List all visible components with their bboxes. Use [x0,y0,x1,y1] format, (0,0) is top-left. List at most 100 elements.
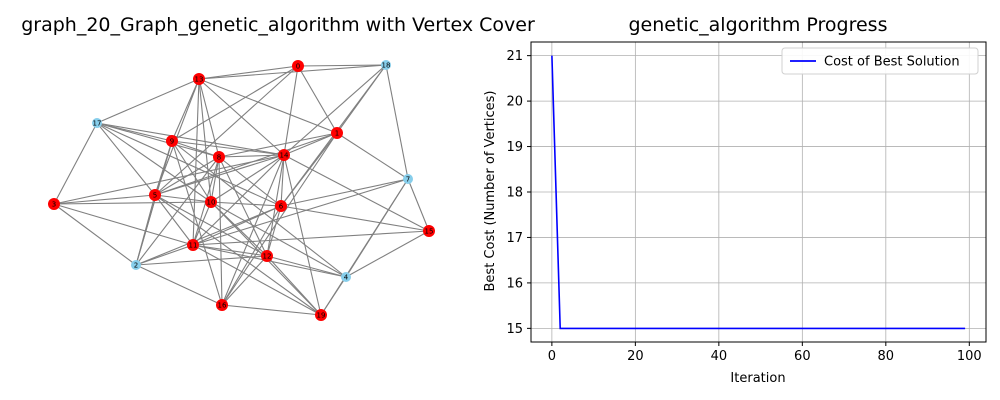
graph-edge-5-10 [154,194,212,203]
graph-edge-2-16 [135,264,223,306]
x-tick-label: 0 [548,349,556,364]
graph-edge-9-4 [171,140,347,278]
x-axis-label: Iteration [730,371,785,386]
y-tick-label: 15 [506,322,523,337]
graph-edge-1-7 [336,132,409,180]
graph-node-label: 10 [207,199,216,207]
graph-edge-0-18 [297,64,387,67]
x-tick-label: 100 [957,349,982,364]
graph-node-8: 8 [213,151,225,163]
graph-edge-0-5 [154,65,299,196]
y-tick-label: 18 [506,186,523,201]
graph-node-marker [315,309,327,321]
graph-edge-11-2 [135,244,194,266]
x-tick-label: 20 [627,349,644,364]
x-tick-label: 40 [711,349,728,364]
legend-box [781,47,979,75]
graph-node-label: 19 [317,312,326,320]
graph-edge-14-6 [280,154,285,207]
graph-node-label: 14 [280,152,289,160]
graph-edges [53,64,430,316]
graph-node-15: 15 [423,225,435,237]
graph-edge-14-15 [283,154,430,232]
graph-edge-5-11 [154,194,194,246]
graph-edge-1-14 [283,132,338,156]
y-tick-label: 20 [506,95,523,110]
x-tick-label: 80 [878,349,895,364]
y-tick-label: 16 [506,276,523,291]
graph-node-7: 7 [403,174,413,184]
graph-node-marker [403,174,413,184]
graph-edge-13-14 [198,78,285,156]
y-tick-label: 17 [506,231,523,246]
graph-node-12: 12 [261,250,273,262]
graph-edge-14-11 [192,154,285,246]
graph-edge-6-2 [135,205,282,266]
graph-edge-0-9 [171,65,299,142]
graph-edge-4-19 [320,276,347,316]
graph-node-9: 9 [166,135,178,147]
y-axis-ticks: 15 16 17 18 19 20 21 [506,49,531,337]
graph-node-13: 13 [193,73,205,85]
graph-edge-3-5 [53,194,156,205]
graph-edge-13-0 [198,65,299,80]
graph-edge-0-14 [283,65,299,156]
graph-edge-3-10 [53,201,212,205]
graph-node-2: 2 [131,260,141,270]
graph-edge-13-10 [198,78,212,203]
graph-node-17: 17 [92,118,102,128]
graph-node-label: 12 [263,253,272,261]
graph-node-label: 18 [382,62,391,70]
graph-edge-13-18 [198,64,387,80]
graph-node-label: 15 [425,228,434,236]
graph-edge-17-3 [53,122,98,205]
graph-edge-7-11 [192,178,409,246]
graph-node-marker [193,73,205,85]
graph-edge-12-19 [266,255,322,316]
graph-edge-9-14 [171,140,285,156]
graph-edge-14-19 [283,154,322,316]
graph-edge-14-10 [210,154,285,203]
graph-node-4: 4 [341,272,351,282]
graph-edge-14-5 [154,154,285,196]
graph-edge-14-16 [221,154,285,306]
graph-node-label: 13 [195,76,204,84]
graph-node-label: 0 [296,63,300,71]
graph-edge-6-12 [266,205,282,257]
graph-node-19: 19 [315,309,327,321]
graph-edge-3-11 [53,203,194,246]
graph-edge-0-1 [297,65,338,134]
graph-edge-17-8 [96,122,220,158]
graph-edge-7-6 [280,178,409,207]
graph-node-label: 2 [134,262,138,270]
graph-node-label: 7 [406,176,410,184]
graph-node-3: 3 [48,198,60,210]
graph-edge-12-4 [266,255,347,278]
graph-edge-9-16 [171,140,223,306]
graph-edge-5-12 [154,194,268,257]
graph-edge-10-6 [210,201,282,207]
y-tick-label: 19 [506,140,523,155]
graph-edge-8-10 [210,156,220,203]
graph-node-label: 4 [344,274,349,282]
graph-edge-17-6 [96,122,282,207]
graph-node-marker [278,149,290,161]
graph-edge-13-8 [198,78,220,158]
graph-edge-15-4 [345,230,430,278]
line-chart: genetic_algorithm Progress 0 20 40 60 80 100 … [483,14,987,386]
graph-title: graph_20_Graph_genetic_algorithm with Ve… [21,14,535,36]
graph-node-18: 18 [381,60,391,70]
graph-edge-10-11 [192,201,212,246]
x-tick-label: 60 [794,349,811,364]
x-axis-ticks: 0 20 40 60 80 100 [548,342,982,364]
graph-edge-17-5 [96,122,156,196]
graph-panel: graph_20_Graph_genetic_algorithm with Ve… [21,14,535,321]
graph-edge-3-14 [53,154,285,205]
graph-node-label: 6 [279,203,284,211]
graph-node-label: 17 [93,120,102,128]
graph-node-label: 8 [217,154,221,162]
graph-edge-17-9 [96,122,173,142]
graph-edge-8-14 [218,154,285,158]
series-line [551,55,966,330]
graph-edge-18-14 [283,64,387,156]
